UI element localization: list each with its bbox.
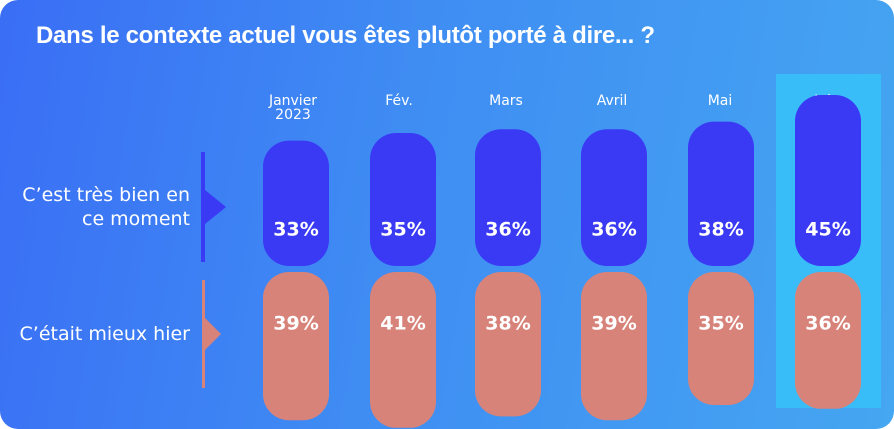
month-label-janvier: Janvier 2023 <box>243 94 343 122</box>
row-separator-negative <box>202 280 221 388</box>
value-label-positive-1: 35% <box>380 219 425 241</box>
bar-positive-0 <box>263 140 329 266</box>
month-label-mai: Mai <box>670 94 770 108</box>
bar-positive-5 <box>795 95 861 266</box>
bar-positive-4 <box>688 121 754 266</box>
row-label-line: C’est très bien en <box>22 184 190 206</box>
month-label-line: Janvier <box>268 93 318 109</box>
row-label-line: C’était mieux hier <box>19 323 190 345</box>
value-label-positive-3: 36% <box>591 219 636 241</box>
month-label-avril: Avril <box>562 94 662 108</box>
row-label-negative: C’était mieux hier <box>0 322 190 346</box>
chart-title: Dans le contexte actuel vous êtes plutôt… <box>36 22 655 49</box>
value-label-negative-0: 39% <box>273 313 318 335</box>
bar-negative-4 <box>688 272 754 405</box>
row-separator-positive <box>201 152 226 262</box>
value-label-negative-5: 36% <box>805 313 850 335</box>
bar-negative-1 <box>370 272 436 428</box>
bar-positive-3 <box>581 129 647 266</box>
month-label-line: Mars <box>489 93 523 109</box>
month-label-mars: Mars <box>456 94 556 108</box>
bar-negative-3 <box>581 272 647 421</box>
value-label-positive-5: 45% <box>805 219 850 241</box>
month-label-line: 2023 <box>275 107 311 123</box>
month-label-line: Mai <box>707 93 733 109</box>
value-label-negative-4: 35% <box>698 313 743 335</box>
bar-positive-2 <box>475 129 541 266</box>
value-label-negative-1: 41% <box>380 313 425 335</box>
value-label-negative-3: 39% <box>591 313 636 335</box>
month-label-line: Avril <box>596 93 628 109</box>
value-label-positive-4: 38% <box>698 219 743 241</box>
row-label-positive: C’est très bien en ce moment <box>0 183 190 231</box>
bar-negative-0 <box>263 272 329 421</box>
value-label-positive-2: 36% <box>485 219 530 241</box>
bar-negative-5 <box>795 272 861 409</box>
row-label-line: ce moment <box>82 208 190 230</box>
value-label-negative-2: 38% <box>485 313 530 335</box>
month-label-fev: Fév. <box>349 94 449 108</box>
month-label-line: Fév. <box>385 93 413 109</box>
bar-negative-2 <box>475 272 541 417</box>
bar-positive-1 <box>370 133 436 266</box>
value-label-positive-0: 33% <box>273 219 318 241</box>
